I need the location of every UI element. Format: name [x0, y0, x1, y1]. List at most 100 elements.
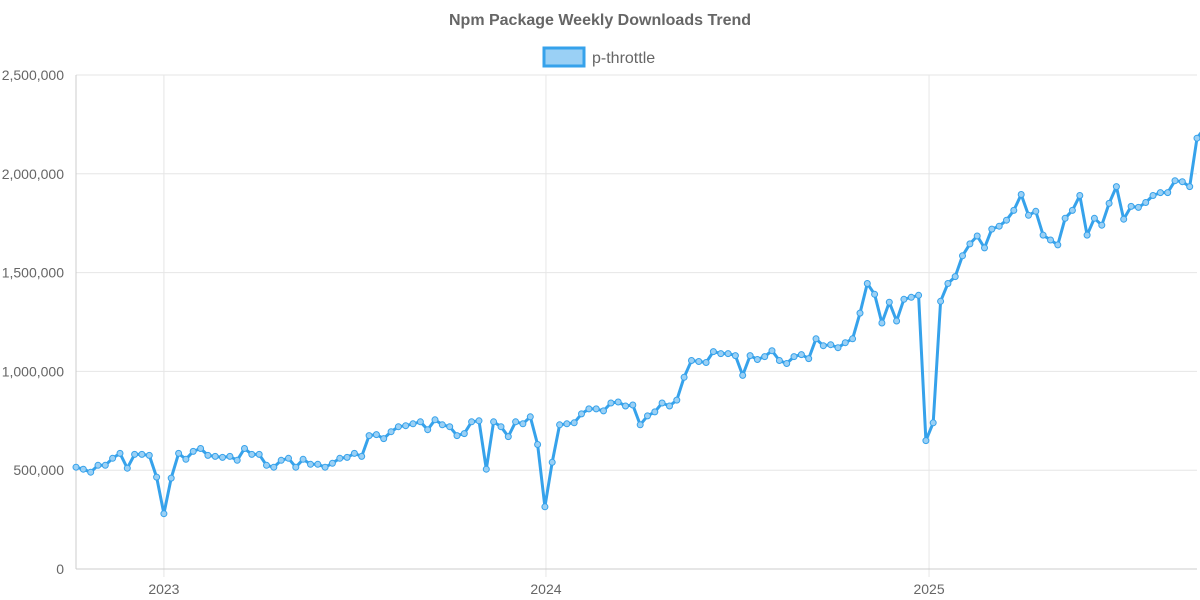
data-point[interactable] — [1098, 221, 1106, 229]
data-point[interactable] — [959, 252, 966, 260]
data-point[interactable] — [541, 503, 549, 511]
data-point[interactable] — [101, 461, 109, 469]
data-point[interactable] — [336, 454, 344, 462]
data-point[interactable] — [673, 396, 681, 404]
data-point[interactable] — [666, 402, 673, 410]
data-point[interactable] — [739, 371, 747, 379]
data-point[interactable] — [1054, 241, 1062, 249]
data-point[interactable] — [233, 456, 241, 464]
data-point[interactable] — [380, 435, 388, 443]
data-point[interactable] — [1083, 231, 1091, 239]
data-point[interactable] — [856, 309, 864, 317]
data-point[interactable] — [211, 452, 219, 460]
data-point[interactable] — [585, 405, 593, 413]
data-point[interactable] — [358, 452, 366, 460]
data-point[interactable] — [416, 418, 424, 426]
legend-label[interactable]: p-throttle — [592, 50, 655, 67]
data-point[interactable] — [1112, 183, 1120, 191]
data-point[interactable] — [197, 445, 205, 452]
data-point[interactable] — [1178, 178, 1186, 186]
data-point[interactable] — [226, 452, 234, 460]
data-point[interactable] — [731, 352, 739, 360]
data-point[interactable] — [1120, 215, 1128, 223]
data-point[interactable] — [497, 423, 505, 431]
data-point[interactable] — [255, 450, 263, 458]
data-point[interactable] — [863, 280, 871, 287]
data-point[interactable] — [307, 460, 314, 468]
data-point[interactable] — [1142, 199, 1150, 206]
data-point[interactable] — [1156, 189, 1164, 197]
data-point[interactable] — [409, 420, 417, 428]
data-point[interactable] — [1032, 207, 1040, 215]
data-point[interactable] — [314, 460, 322, 468]
data-point[interactable] — [849, 335, 857, 343]
data-point[interactable] — [724, 350, 732, 358]
data-point[interactable] — [614, 398, 622, 406]
data-point[interactable] — [453, 432, 461, 440]
data-point[interactable] — [387, 428, 395, 436]
data-point[interactable] — [299, 455, 307, 463]
data-point[interactable] — [805, 355, 813, 363]
data-point[interactable] — [160, 510, 168, 518]
data-point[interactable] — [819, 342, 827, 350]
data-point[interactable] — [1186, 183, 1194, 191]
data-point[interactable] — [394, 423, 402, 431]
data-point[interactable] — [981, 244, 988, 252]
data-point[interactable] — [343, 453, 351, 461]
data-point[interactable] — [475, 417, 483, 425]
data-point[interactable] — [768, 347, 776, 355]
data-point[interactable] — [270, 463, 278, 471]
data-point[interactable] — [834, 344, 842, 352]
data-point[interactable] — [438, 421, 446, 429]
data-point[interactable] — [556, 421, 564, 429]
data-point[interactable] — [204, 451, 212, 459]
data-point[interactable] — [167, 474, 175, 482]
data-point[interactable] — [1010, 206, 1018, 214]
data-point[interactable] — [775, 357, 783, 364]
data-point[interactable] — [79, 465, 87, 473]
data-point[interactable] — [929, 419, 937, 427]
data-point[interactable] — [1061, 214, 1069, 222]
data-point[interactable] — [827, 341, 835, 349]
data-point[interactable] — [241, 445, 248, 452]
data-point[interactable] — [878, 319, 886, 327]
data-point[interactable] — [651, 408, 659, 416]
data-point[interactable] — [534, 441, 542, 448]
data-point[interactable] — [753, 356, 761, 363]
data-point[interactable] — [893, 317, 901, 325]
data-point[interactable] — [915, 291, 923, 299]
data-point[interactable] — [72, 463, 80, 471]
data-point[interactable] — [761, 353, 769, 361]
data-point[interactable] — [922, 437, 930, 445]
data-point[interactable] — [600, 407, 607, 415]
data-point[interactable] — [482, 465, 490, 473]
data-point[interactable] — [321, 463, 329, 471]
data-point[interactable] — [263, 461, 270, 469]
data-point[interactable] — [658, 399, 666, 407]
data-point[interactable] — [688, 357, 695, 364]
legend[interactable]: p-throttle — [542, 46, 655, 68]
data-point[interactable] — [1076, 192, 1084, 199]
data-point[interactable] — [563, 420, 571, 428]
data-point[interactable] — [328, 459, 336, 467]
data-point[interactable] — [1171, 177, 1179, 185]
data-point[interactable] — [812, 335, 820, 343]
data-point[interactable] — [746, 352, 754, 360]
data-point[interactable] — [1017, 191, 1025, 198]
data-point[interactable] — [131, 450, 139, 458]
data-point[interactable] — [966, 240, 974, 248]
data-point[interactable] — [138, 450, 146, 458]
data-point[interactable] — [153, 473, 161, 481]
data-point[interactable] — [94, 461, 102, 469]
data-point[interactable] — [175, 449, 183, 457]
data-point[interactable] — [123, 464, 131, 472]
data-point[interactable] — [988, 225, 996, 233]
data-point[interactable] — [629, 401, 637, 409]
data-point[interactable] — [592, 405, 600, 413]
data-point[interactable] — [695, 358, 703, 365]
data-point[interactable] — [841, 339, 849, 347]
data-point[interactable] — [680, 373, 688, 381]
data-point[interactable] — [607, 399, 615, 407]
data-point[interactable] — [1134, 203, 1142, 211]
data-point[interactable] — [365, 432, 373, 440]
